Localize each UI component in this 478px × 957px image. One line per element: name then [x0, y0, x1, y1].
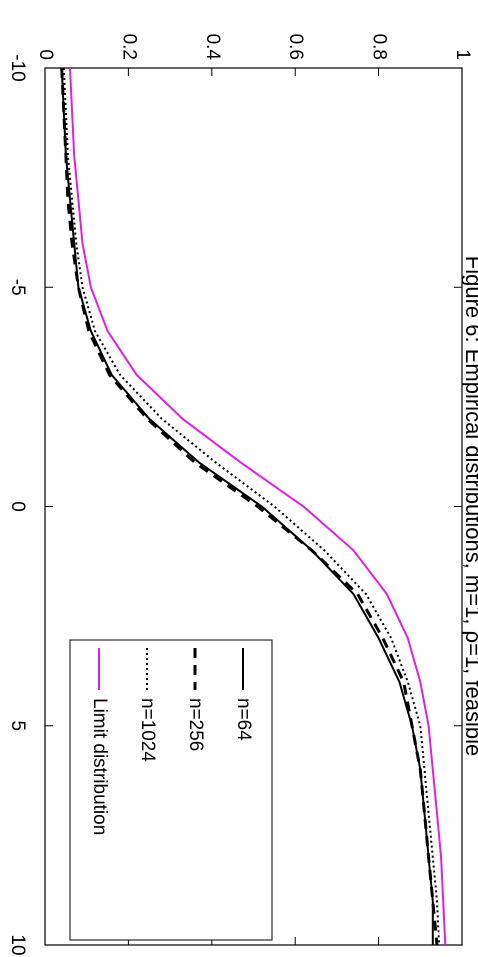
series-line	[60, 67, 439, 946]
legend-label: Limit distribution	[89, 698, 110, 835]
x-tick-label: -5	[7, 279, 28, 296]
legend-label: n=64	[233, 698, 254, 741]
series-line	[62, 67, 441, 946]
chart-title: Figure 6: Empirical distributions, m=1, …	[461, 256, 478, 756]
x-tick-label: 5	[7, 720, 28, 731]
x-tick-label: -10	[7, 54, 28, 81]
x-tick-label: 0	[7, 501, 28, 512]
y-tick-label: 0	[35, 49, 56, 60]
y-tick-label: 0.8	[369, 34, 390, 60]
x-tick-label: 10	[7, 934, 28, 955]
series-line	[69, 67, 447, 946]
rotated-plot: Figure 6: Empirical distributions, m=1, …	[7, 34, 478, 956]
legend-box	[69, 639, 273, 941]
y-tick-label: 0.4	[202, 34, 223, 61]
series-line	[60, 67, 434, 945]
y-tick-label: 0.2	[118, 34, 139, 60]
legend-label: n=1024	[137, 698, 158, 762]
y-tick-label: 1	[452, 49, 473, 60]
y-tick-label: 0.6	[285, 34, 306, 60]
legend-label: n=256	[185, 698, 206, 751]
